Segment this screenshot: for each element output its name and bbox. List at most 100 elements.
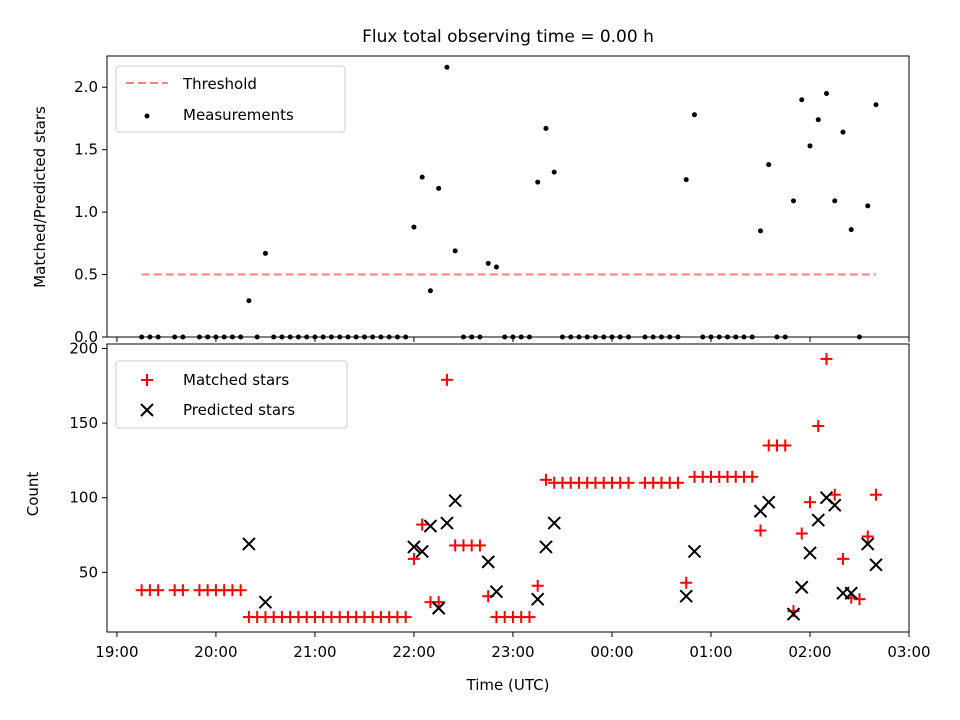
- x-axis-label: Time (UTC): [466, 676, 550, 694]
- ratio-y-ticks: 0.0 0.5 1.0 1.5 2.0: [74, 78, 107, 346]
- legend-predicted-label: Predicted stars: [183, 401, 295, 419]
- predicted-star-point: [679, 589, 693, 603]
- matched-star-point: [853, 593, 866, 606]
- matched-star-point: [440, 373, 453, 386]
- predicted-star-point: [530, 592, 545, 606]
- measurement-point: [766, 162, 772, 168]
- legend-matched-label: Matched stars: [183, 371, 289, 389]
- predicted-star-point: [869, 558, 883, 572]
- measurement-point: [683, 177, 689, 183]
- x-tick-label: 20:00: [194, 643, 237, 661]
- measurement-point: [246, 298, 252, 304]
- predicted-star-point: [547, 516, 561, 530]
- predicted-star-point: [687, 544, 702, 559]
- measurement-point: [452, 248, 458, 254]
- measurement-point: [493, 264, 499, 270]
- measurement-point: [485, 260, 491, 266]
- measurement-point: [832, 198, 838, 204]
- measurement-point: [807, 143, 813, 149]
- predicted-star-point: [448, 493, 462, 508]
- matched-star-point: [416, 518, 429, 531]
- matched-star-point: [779, 439, 792, 452]
- measurement-point: [551, 169, 557, 175]
- matched-star-point: [803, 496, 816, 509]
- ratio-y-tick-label: 1.5: [74, 141, 98, 159]
- measurement-point: [419, 174, 425, 180]
- ratio-legend: Threshold Measurements: [115, 65, 346, 133]
- measurement-point: [873, 102, 879, 108]
- measurement-point: [535, 179, 541, 185]
- predicted-star-point: [844, 586, 858, 600]
- counts-panel: 50 100 150 200 19:00 20:00 21:00 22:00 23:00 00:…: [24, 339, 931, 694]
- matched-star-point: [754, 524, 767, 537]
- measurement-point: [411, 224, 417, 230]
- matched-star-point: [812, 420, 825, 433]
- matched-star-point: [432, 596, 445, 609]
- predicted-star-point: [481, 555, 495, 569]
- legend-threshold-label: Threshold: [182, 75, 257, 93]
- x-tick-label: 19:00: [95, 643, 138, 661]
- legend-matched-swatch: [141, 374, 153, 386]
- matched-star-point: [836, 552, 849, 565]
- ratio-y-tick-label: 2.0: [74, 78, 98, 96]
- predicted-star-point: [415, 544, 429, 559]
- predicted-star-point: [423, 519, 438, 533]
- counts-y-tick-label: 50: [79, 563, 98, 581]
- matched-star-point: [795, 527, 808, 540]
- ratio-y-tick-label: 1.0: [74, 203, 98, 221]
- legend-measurements-label: Measurements: [183, 106, 294, 124]
- chart-title: Flux total observing time = 0.00 h: [362, 27, 654, 47]
- legend-measurements-swatch: [144, 113, 150, 119]
- predicted-star-point: [828, 498, 842, 512]
- ratio-y-axis-label: Matched/Predicted stars: [31, 106, 49, 288]
- counts-x-ticks: 19:00 20:00 21:00 22:00 23:00 00:00 01:00 02:00…: [95, 632, 931, 661]
- matched-star-point: [869, 488, 882, 501]
- counts-legend-box: [115, 360, 348, 429]
- measurement-point: [865, 203, 871, 209]
- x-tick-label: 21:00: [293, 643, 336, 661]
- x-tick-label: 00:00: [590, 643, 633, 661]
- predicted-star-point: [861, 537, 875, 551]
- counts-panel-frame: [106, 343, 910, 633]
- matched-star-point: [176, 584, 189, 597]
- x-tick-label: 23:00: [491, 643, 534, 661]
- measurement-point: [757, 228, 763, 234]
- ratio-marks: [139, 64, 879, 340]
- matched-star-point: [399, 611, 412, 624]
- ratio-y-tick-label: 0.0: [74, 328, 98, 346]
- predicted-star-point: [762, 495, 776, 509]
- predicted-star-point: [489, 585, 504, 599]
- predicted-star-point: [431, 601, 446, 615]
- measurement-point: [444, 64, 450, 70]
- matched-star-point: [861, 530, 874, 543]
- matched-star-point: [820, 352, 833, 365]
- x-tick-label: 03:00: [887, 643, 930, 661]
- counts-marks: [135, 352, 883, 624]
- measurement-point: [262, 250, 268, 256]
- matched-star-point: [234, 584, 247, 597]
- predicted-star-point: [440, 516, 454, 530]
- ratio-panel-frame: [106, 55, 910, 338]
- counts-y-tick-label: 100: [69, 489, 98, 507]
- x-tick-label: 01:00: [689, 643, 732, 661]
- measurement-point: [848, 227, 854, 233]
- predicted-star-point: [407, 540, 421, 554]
- measurement-point: [790, 198, 796, 204]
- matched-star-point: [523, 611, 536, 624]
- predicted-star-point: [258, 595, 273, 609]
- counts-y-ticks: 50 100 150 200: [69, 339, 107, 581]
- matched-star-point: [531, 579, 544, 592]
- predicted-star-point: [811, 513, 825, 527]
- measurement-point: [799, 97, 805, 103]
- matched-star-point: [473, 539, 486, 552]
- matched-star-point: [539, 473, 552, 486]
- counts-y-tick-label: 150: [69, 414, 98, 432]
- measurement-point: [840, 129, 846, 135]
- predicted-star-point: [795, 580, 809, 594]
- ratio-panel: 0.00.51.01.52.0 Matched/Predicted stars …: [31, 55, 910, 346]
- matched-star-point: [746, 470, 759, 483]
- matched-star-point: [671, 476, 684, 489]
- measurement-point: [436, 185, 442, 191]
- matched-star-point: [152, 584, 165, 597]
- counts-y-axis-label: Count: [24, 472, 42, 517]
